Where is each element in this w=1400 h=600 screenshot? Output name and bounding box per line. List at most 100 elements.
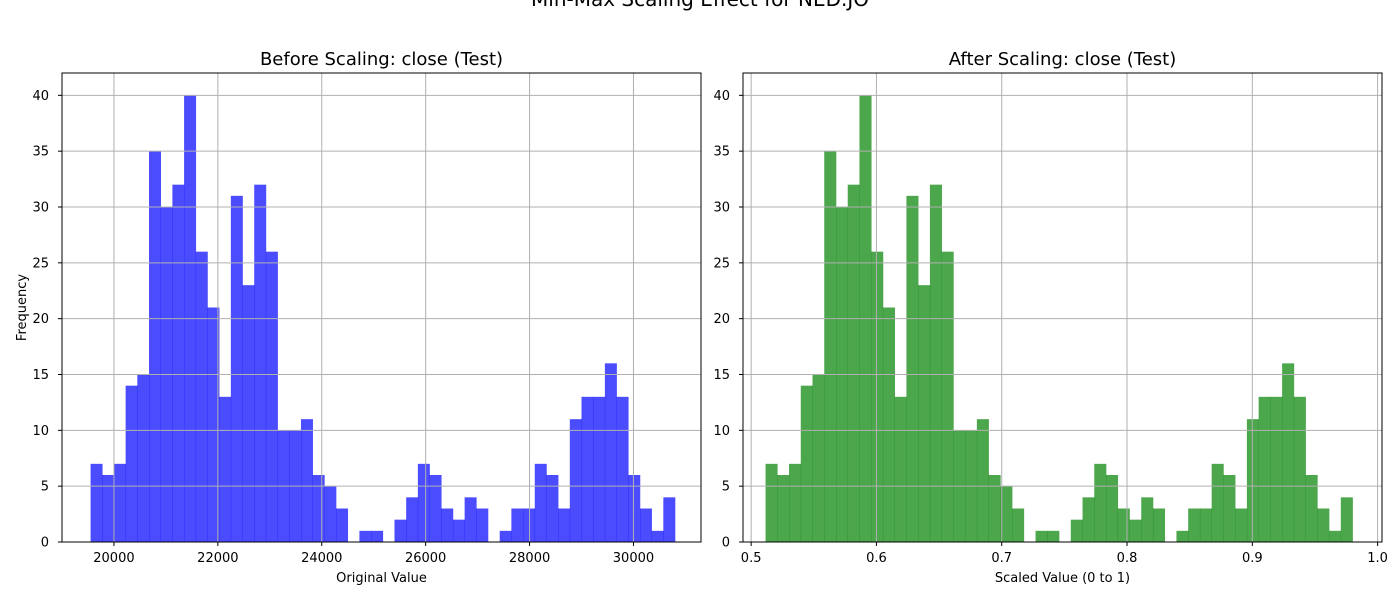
histogram-bar-after-12 xyxy=(906,195,919,543)
histogram-bar-after-15 xyxy=(941,251,954,542)
histogram-bar-before-10 xyxy=(207,307,220,542)
histogram-bar-before-0 xyxy=(90,463,103,542)
y-axis-label-before: Frequency xyxy=(15,274,30,341)
histogram-bar-before-15 xyxy=(265,251,278,542)
histogram-bar-after-37 xyxy=(1199,508,1212,542)
x-tick-label-after-1: 0.6 xyxy=(866,551,887,566)
x-tick-label-before-1: 22000 xyxy=(197,551,238,566)
y-tick-label-before-8: 40 xyxy=(32,89,49,104)
histogram-bar-before-1 xyxy=(102,475,115,542)
panel-title-after: After Scaling: close (Test) xyxy=(949,49,1177,70)
histogram-bar-after-33 xyxy=(1152,508,1166,542)
histogram-bar-before-39 xyxy=(546,475,559,542)
histogram-bar-after-26 xyxy=(1070,519,1083,542)
histogram-bar-before-13 xyxy=(242,285,255,542)
histogram-bar-before-20 xyxy=(324,486,337,542)
histogram-bar-after-39 xyxy=(1223,475,1236,542)
histogram-bar-before-36 xyxy=(511,508,524,542)
histogram-bar-before-7 xyxy=(172,184,185,542)
histogram-bar-after-3 xyxy=(800,385,813,542)
histogram-bar-after-13 xyxy=(918,285,931,542)
figure-title: Min-Max Scaling Effect for NED.JO xyxy=(0,0,1400,11)
y-tick-label-before-4: 20 xyxy=(32,312,49,327)
histogram-bar-before-49 xyxy=(663,497,676,542)
panel-title-before: Before Scaling: close (Test) xyxy=(260,49,503,70)
histogram-bar-after-38 xyxy=(1211,463,1224,542)
histogram-bar-before-43 xyxy=(593,396,606,542)
histogram-bar-before-46 xyxy=(628,475,641,542)
histogram-bar-before-3 xyxy=(125,385,138,542)
histogram-bar-after-19 xyxy=(988,475,1001,542)
x-tick-label-after-0: 0.5 xyxy=(741,551,762,566)
histogram-bar-after-29 xyxy=(1106,475,1119,542)
y-tick-label-before-7: 35 xyxy=(32,145,49,160)
histogram-bar-before-44 xyxy=(604,363,617,542)
panel-after-scaling: 0.5 0.6 0.7 0.8 0.9 1.0 0 5 10 15 20 25 30 35 40 After … xyxy=(713,49,1388,586)
x-tick-label-before-4: 28000 xyxy=(509,551,550,566)
histogram-bar-before-28 xyxy=(417,463,430,542)
histogram-bar-before-11 xyxy=(219,396,232,542)
panel-before-scaling: 20000 22000 24000 26000 28000 30000 0 5 10 15 20 25… xyxy=(15,49,702,586)
x-axis-label-after: Scaled Value (0 to 1) xyxy=(995,571,1130,586)
histogram-bar-after-28 xyxy=(1094,463,1107,542)
histogram-bar-after-41 xyxy=(1246,419,1259,542)
histogram-bar-before-19 xyxy=(312,475,325,542)
histogram-bar-before-14 xyxy=(254,184,267,542)
y-tick-label-before-0: 0 xyxy=(41,536,49,551)
histogram-bar-before-32 xyxy=(464,497,477,542)
histogram-bar-before-5 xyxy=(149,151,162,542)
y-tick-label-after-6: 30 xyxy=(713,201,730,216)
histogram-bar-before-47 xyxy=(639,508,652,542)
axes-frame xyxy=(742,72,1383,543)
histogram-bar-before-21 xyxy=(336,508,349,542)
histogram-bar-after-49 xyxy=(1340,497,1353,542)
histogram-bar-before-35 xyxy=(499,530,512,542)
y-tick-label-after-0: 0 xyxy=(722,536,730,551)
histogram-bar-before-18 xyxy=(300,419,313,542)
x-tick-label-before-5: 30000 xyxy=(613,551,654,566)
histogram-bar-after-48 xyxy=(1329,530,1342,542)
histogram-bar-after-7 xyxy=(847,184,860,542)
histogram-bar-before-9 xyxy=(195,251,208,542)
histogram-bar-after-44 xyxy=(1282,363,1295,542)
histogram-bar-after-18 xyxy=(976,419,989,542)
y-tick-label-before-6: 30 xyxy=(32,201,49,216)
x-axis-label-before: Original Value xyxy=(336,571,427,586)
histogram-bar-before-2 xyxy=(113,463,126,542)
histogram-bar-after-32 xyxy=(1141,497,1154,542)
histogram-bar-before-38 xyxy=(534,463,547,542)
histogram-bar-after-40 xyxy=(1235,508,1248,542)
x-tick-label-after-5: 1.0 xyxy=(1367,551,1388,566)
histogram-bar-after-1 xyxy=(777,475,790,542)
y-tick-label-after-7: 35 xyxy=(713,145,730,160)
y-tick-label-after-4: 20 xyxy=(713,312,730,327)
axes-frame xyxy=(61,72,702,543)
histogram-bar-after-10 xyxy=(882,307,895,542)
histogram-bar-before-33 xyxy=(476,508,489,542)
histogram-bar-after-20 xyxy=(1000,486,1013,542)
x-tick-label-after-4: 0.9 xyxy=(1242,551,1263,566)
histogram-bar-after-0 xyxy=(765,463,778,542)
histogram-bar-before-41 xyxy=(569,419,582,542)
histogram-bar-after-4 xyxy=(812,374,825,542)
histogram-bar-after-46 xyxy=(1305,475,1318,542)
histogram-bar-before-24 xyxy=(371,530,384,542)
histogram-bar-after-45 xyxy=(1293,396,1306,542)
histogram-bar-after-35 xyxy=(1176,530,1189,542)
histogram-bar-after-42 xyxy=(1258,396,1271,542)
histogram-bar-before-42 xyxy=(581,396,594,542)
y-tick-label-after-5: 25 xyxy=(713,256,730,271)
histogram-bar-after-9 xyxy=(871,251,884,542)
y-tick-label-after-3: 15 xyxy=(713,368,730,383)
histogram-bar-before-40 xyxy=(558,508,571,542)
y-tick-label-after-1: 5 xyxy=(722,480,730,495)
histogram-bar-after-24 xyxy=(1047,530,1060,542)
y-tick-label-before-1: 5 xyxy=(41,480,49,495)
histogram-bar-after-2 xyxy=(789,463,802,542)
histogram-bar-after-43 xyxy=(1270,396,1283,542)
histogram-bar-before-29 xyxy=(429,475,442,542)
histogram-bar-after-5 xyxy=(824,151,837,542)
histogram-bar-after-21 xyxy=(1012,508,1025,542)
histogram-bar-after-47 xyxy=(1317,508,1330,542)
histogram-bar-before-48 xyxy=(651,530,664,542)
